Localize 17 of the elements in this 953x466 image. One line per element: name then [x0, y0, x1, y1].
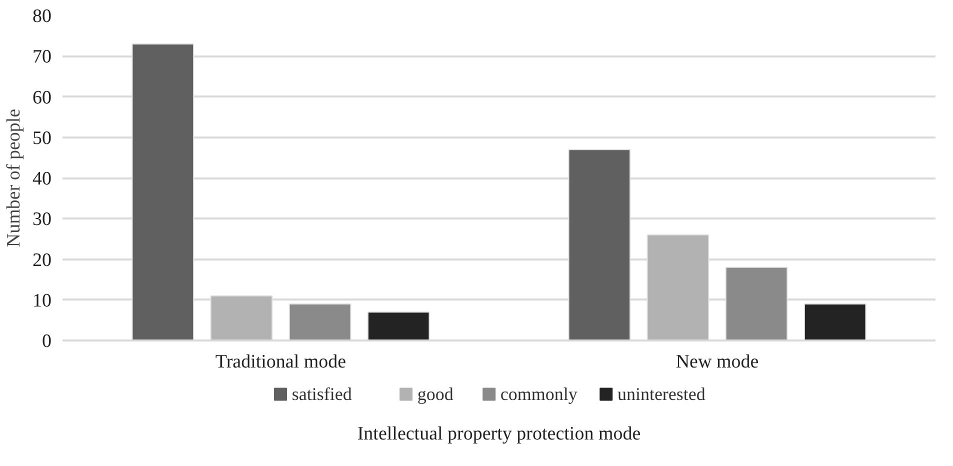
- legend-label: good: [417, 384, 454, 404]
- x-axis-title: Intellectual property protection mode: [357, 424, 641, 444]
- legend-label: commonly: [500, 384, 578, 404]
- y-tick-label: 30: [32, 209, 52, 230]
- x-tick-label: Traditional mode: [215, 352, 346, 372]
- y-tick-label: 80: [32, 6, 52, 27]
- y-tick-label: 60: [32, 87, 52, 108]
- y-tick-label: 20: [32, 250, 52, 271]
- y-axis-title: Number of people: [4, 108, 24, 248]
- y-tick-label: 40: [32, 168, 52, 190]
- y-tick-label: 0: [42, 331, 52, 352]
- legend-label: satisfied: [292, 384, 352, 404]
- x-tick-label: New mode: [676, 352, 759, 372]
- y-tick-label: 70: [32, 46, 52, 68]
- y-tick-label: 50: [32, 128, 52, 149]
- legend-label: uninterested: [617, 384, 706, 404]
- y-tick-label: 10: [32, 290, 52, 312]
